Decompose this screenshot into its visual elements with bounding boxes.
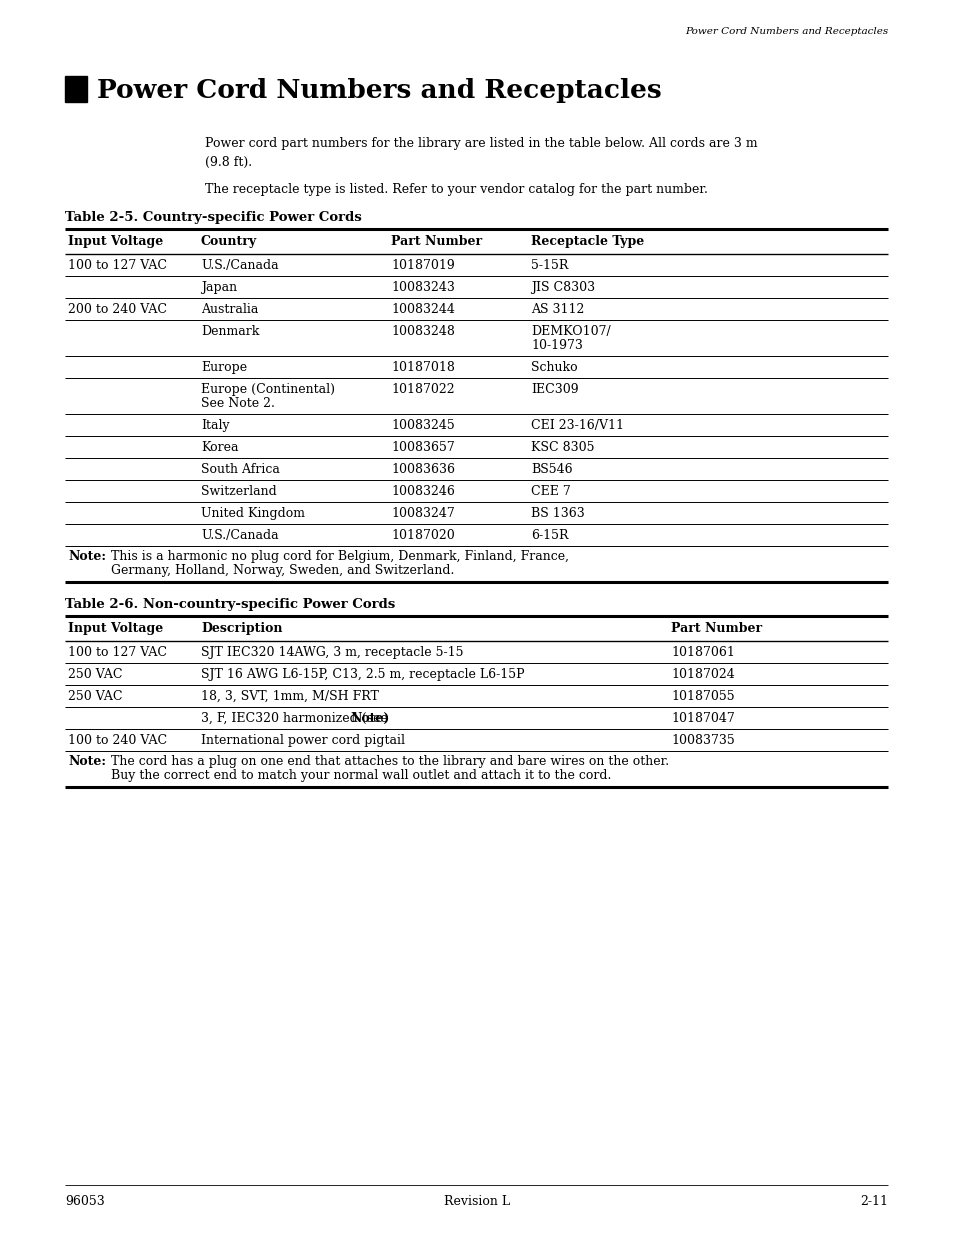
Text: 100 to 127 VAC: 100 to 127 VAC	[68, 259, 167, 272]
Text: CEI 23-16/V11: CEI 23-16/V11	[531, 419, 623, 432]
Text: Table 2-5. Country-specific Power Cords: Table 2-5. Country-specific Power Cords	[65, 211, 361, 224]
Text: 100 to 127 VAC: 100 to 127 VAC	[68, 646, 167, 659]
Text: Part Number: Part Number	[670, 622, 761, 635]
Text: 10083248: 10083248	[391, 325, 455, 338]
Text: Europe: Europe	[201, 361, 247, 374]
Text: AS 3112: AS 3112	[531, 303, 584, 316]
Text: Schuko: Schuko	[531, 361, 577, 374]
Text: 18, 3, SVT, 1mm, M/SH FRT: 18, 3, SVT, 1mm, M/SH FRT	[201, 690, 378, 703]
Text: Note): Note)	[350, 713, 390, 725]
Text: Revision L: Revision L	[443, 1195, 510, 1208]
Text: Germany, Holland, Norway, Sweden, and Switzerland.: Germany, Holland, Norway, Sweden, and Sw…	[111, 564, 454, 577]
Text: Description: Description	[201, 622, 282, 635]
Text: Part Number: Part Number	[391, 235, 481, 248]
Text: 200 to 240 VAC: 200 to 240 VAC	[68, 303, 167, 316]
Text: SJT 16 AWG L6-15P, C13, 2.5 m, receptacle L6-15P: SJT 16 AWG L6-15P, C13, 2.5 m, receptacl…	[201, 668, 524, 680]
Text: 5-15R: 5-15R	[531, 259, 568, 272]
Text: Receptacle Type: Receptacle Type	[531, 235, 643, 248]
Text: Korea: Korea	[201, 441, 238, 454]
Text: 10083244: 10083244	[391, 303, 455, 316]
Text: 10083657: 10083657	[391, 441, 455, 454]
Text: Japan: Japan	[201, 282, 237, 294]
Text: Switzerland: Switzerland	[201, 485, 276, 498]
Text: The cord has a plug on one end that attaches to the library and bare wires on th: The cord has a plug on one end that atta…	[111, 755, 668, 768]
Text: 250 VAC: 250 VAC	[68, 668, 122, 680]
Text: Power cord part numbers for the library are listed in the table below. All cords: Power cord part numbers for the library …	[205, 137, 757, 169]
Text: The receptacle type is listed. Refer to your vendor catalog for the part number.: The receptacle type is listed. Refer to …	[205, 183, 707, 196]
Text: CEE 7: CEE 7	[531, 485, 570, 498]
Text: BS 1363: BS 1363	[531, 508, 584, 520]
Text: Europe (Continental): Europe (Continental)	[201, 383, 335, 396]
Text: Table 2-6. Non-country-specific Power Cords: Table 2-6. Non-country-specific Power Co…	[65, 598, 395, 611]
Text: Country: Country	[201, 235, 257, 248]
Text: Power Cord Numbers and Receptacles: Power Cord Numbers and Receptacles	[684, 27, 887, 36]
Text: U.S./Canada: U.S./Canada	[201, 529, 278, 542]
Text: Note:: Note:	[68, 755, 106, 768]
Text: Input Voltage: Input Voltage	[68, 622, 163, 635]
Text: See Note 2.: See Note 2.	[201, 396, 274, 410]
Text: 10187022: 10187022	[391, 383, 455, 396]
Text: This is a harmonic no plug cord for Belgium, Denmark, Finland, France,: This is a harmonic no plug cord for Belg…	[111, 550, 568, 563]
Text: 10083735: 10083735	[670, 734, 734, 747]
Text: 100 to 240 VAC: 100 to 240 VAC	[68, 734, 167, 747]
Text: 2-11: 2-11	[859, 1195, 887, 1208]
Text: BS546: BS546	[531, 463, 572, 475]
Text: 10187061: 10187061	[670, 646, 734, 659]
Text: Power Cord Numbers and Receptacles: Power Cord Numbers and Receptacles	[97, 78, 661, 103]
Text: Input Voltage: Input Voltage	[68, 235, 163, 248]
Text: 10083245: 10083245	[391, 419, 455, 432]
Text: 10083246: 10083246	[391, 485, 455, 498]
Text: JIS C8303: JIS C8303	[531, 282, 595, 294]
Text: Buy the correct end to match your normal wall outlet and attach it to the cord.: Buy the correct end to match your normal…	[111, 769, 611, 782]
Text: U.S./Canada: U.S./Canada	[201, 259, 278, 272]
Text: 6-15R: 6-15R	[531, 529, 568, 542]
Text: Denmark: Denmark	[201, 325, 259, 338]
Text: Australia: Australia	[201, 303, 258, 316]
Text: 10187047: 10187047	[670, 713, 734, 725]
Text: 10-1973: 10-1973	[531, 338, 582, 352]
Text: Note:: Note:	[68, 550, 106, 563]
Text: Italy: Italy	[201, 419, 230, 432]
Text: South Africa: South Africa	[201, 463, 279, 475]
Text: IEC309: IEC309	[531, 383, 578, 396]
Bar	[65, 77, 87, 103]
Text: 10187055: 10187055	[670, 690, 734, 703]
Text: 250 VAC: 250 VAC	[68, 690, 122, 703]
Text: United Kingdom: United Kingdom	[201, 508, 305, 520]
Text: 10083247: 10083247	[391, 508, 455, 520]
Text: 10187018: 10187018	[391, 361, 455, 374]
Text: 10083243: 10083243	[391, 282, 455, 294]
Text: KSC 8305: KSC 8305	[531, 441, 594, 454]
Text: 10187024: 10187024	[670, 668, 734, 680]
Text: 10187020: 10187020	[391, 529, 455, 542]
Text: 10083636: 10083636	[391, 463, 455, 475]
Text: 3, F, IEC320 harmonized (see: 3, F, IEC320 harmonized (see	[201, 713, 392, 725]
Text: 10187019: 10187019	[391, 259, 455, 272]
Text: SJT IEC320 14AWG, 3 m, receptacle 5-15: SJT IEC320 14AWG, 3 m, receptacle 5-15	[201, 646, 463, 659]
Text: 96053: 96053	[65, 1195, 105, 1208]
Text: DEMKO107/: DEMKO107/	[531, 325, 610, 338]
Text: International power cord pigtail: International power cord pigtail	[201, 734, 405, 747]
